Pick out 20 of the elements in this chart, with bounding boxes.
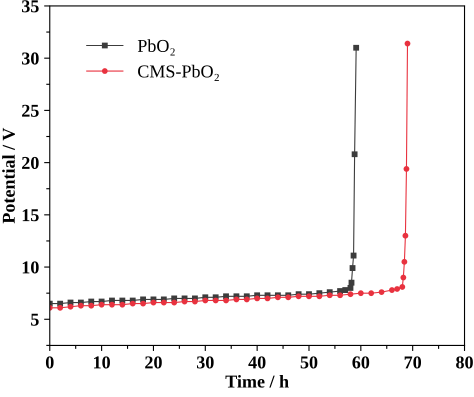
x-tick-label: 20 [145,356,162,369]
legend-label: PbO₂ [138,39,175,56]
y-tick-label: 5 [31,314,39,326]
y-tick-label: 35 [22,0,39,12]
x-tick-label: 70 [404,356,422,369]
x-tick-label: 0 [46,356,54,369]
y-tick-label: 10 [22,261,39,274]
y-tick-label: 20 [22,156,39,170]
x-tick-label: 30 [196,356,214,369]
legend-label: CMS-PbO₂ [138,64,219,82]
x-tick-label: 10 [94,356,110,369]
x-tick-label: 80 [456,356,473,369]
x-tick-label: 40 [248,356,266,369]
y-tick-label: 25 [22,104,39,117]
y-tick-label: 15 [22,209,39,222]
x-tick-label: 50 [300,356,318,369]
y-axis-title: Potential / V [2,128,15,224]
x-axis-title: Time / h [225,374,289,388]
x-tick-label: 60 [352,356,370,369]
y-tick-label: 30 [22,52,39,65]
